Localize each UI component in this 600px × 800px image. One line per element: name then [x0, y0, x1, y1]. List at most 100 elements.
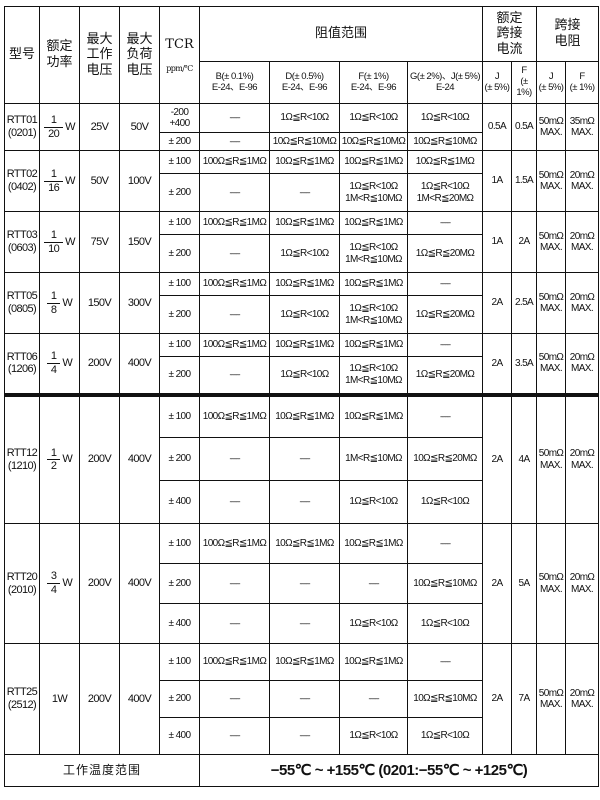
resistance-range-b-cell: 100Ω≦R≦1MΩ — [199, 643, 270, 681]
header-resistance-f: F (± 1%) — [565, 61, 600, 104]
tcr-cell: -200 +400 — [159, 103, 200, 133]
resistance-range-g-cell: 1Ω≦R<10Ω — [406, 103, 484, 133]
power-denominator: 10 — [44, 241, 64, 256]
max-work-voltage-cell: 50V — [79, 150, 120, 212]
power-cell: 1 20 W — [39, 103, 80, 151]
max-load-voltage-cell: 400V — [119, 523, 160, 644]
header-current-j: J (± 5%) — [482, 61, 513, 104]
power-fraction: 1 10 W — [44, 228, 76, 256]
header-rated-jumper-current: 额定 跨接 电流 — [482, 6, 538, 62]
resistance-range-b-cell: 100Ω≦R≦1MΩ — [199, 272, 270, 296]
header-power: 额定 功率 — [39, 6, 80, 104]
resistance-range-d-cell: 10Ω≦R≦1MΩ — [269, 150, 340, 174]
table-row: ± 200 ------ ------ 1Ω≦R<10Ω 1M<R≦10MΩ 1Ω≦R<… — [5, 173, 599, 212]
resistance-range-f-cell: 1Ω≦R<10Ω — [339, 717, 408, 755]
tcr-cell: ± 400 — [159, 480, 200, 524]
rated-current-j-cell: 2A — [482, 523, 513, 644]
rated-current-j-cell: 2A — [482, 392, 513, 524]
model-cell: RTT02 (0402) — [4, 150, 40, 212]
max-work-voltage-cell: 200V — [79, 643, 120, 755]
power-fraction: 1 20 W — [44, 113, 76, 141]
resistance-range-b-cell: 100Ω≦R≦1MΩ — [199, 150, 270, 174]
header-tol-b: B(± 0.1%) E-24、E-96 — [199, 61, 270, 104]
model-cell: RTT06 (1206) — [4, 333, 40, 395]
jumper-resistance-f-cell: 20mΩ MAX. — [565, 211, 600, 273]
model-cell: RTT20 (2010) — [4, 523, 40, 644]
resistance-range-b-cell: 100Ω≦R≦1MΩ — [199, 523, 270, 564]
jumper-resistance-f-cell: 20mΩ MAX. — [565, 643, 600, 755]
header-tcr: TCR ppm/℃ — [159, 6, 200, 104]
rated-current-j-cell: 2A — [482, 272, 513, 334]
resistance-range-d-cell: 10Ω≦R≦1MΩ — [269, 643, 340, 681]
max-load-voltage-cell: 400V — [119, 392, 160, 524]
power-denominator: 8 — [46, 302, 61, 317]
jumper-resistance-j-cell: 50mΩ MAX. — [536, 523, 567, 644]
resistance-range-d-cell: ------ — [269, 563, 340, 604]
model-cell: RTT03 (0603) — [4, 211, 40, 273]
resistance-range-b-cell: 100Ω≦R≦1MΩ — [199, 211, 270, 235]
resistance-range-f-cell: 10Ω≦R≦10MΩ — [339, 132, 408, 151]
resistance-range-d-cell: 10Ω≦R≦1MΩ — [269, 272, 340, 296]
tcr-cell: ± 200 — [159, 680, 200, 718]
power-denominator: 16 — [44, 180, 64, 195]
jumper-resistance-f-cell: 20mΩ MAX. — [565, 523, 600, 644]
power-unit: W — [65, 174, 75, 187]
resistance-range-b-cell: ------ — [199, 234, 270, 273]
resistance-range-f-cell: 10Ω≦R≦1MΩ — [339, 333, 408, 357]
power-denominator: 20 — [44, 126, 64, 141]
table-row: ± 200 ------ ------ 1M<R≦10MΩ 10Ω≦R≦20MΩ — [5, 437, 599, 481]
jumper-resistance-f-cell: 35mΩ MAX. — [565, 103, 600, 151]
resistance-range-b-cell: ------ — [199, 356, 270, 395]
resistance-range-b-cell: ------ — [199, 437, 270, 481]
header-resistance-j: J (± 5%) — [536, 61, 567, 104]
power-numerator: 1 — [50, 289, 57, 302]
power-numerator: 1 — [50, 113, 57, 126]
resistance-range-f-cell: 10Ω≦R≦1MΩ — [339, 392, 408, 438]
power-unit: W — [62, 453, 73, 466]
resistance-range-g-cell: 1Ω≦R<10Ω 1M<R≦20MΩ — [406, 173, 484, 212]
rated-current-j-cell: 2A — [482, 333, 513, 395]
max-work-voltage-cell: 25V — [79, 103, 120, 151]
table-row: RTT05 (0805) 1 8 W 150V 300V ± 100 100Ω≦R≦1MΩ 10… — [4, 272, 600, 334]
power-unit: W — [65, 235, 75, 248]
power-denominator: 2 — [46, 459, 61, 473]
resistance-range-f-cell: 1Ω≦R<10Ω — [339, 103, 408, 133]
tcr-cell: ± 100 — [159, 150, 200, 174]
power-unit: W — [62, 577, 73, 590]
model-cell: RTT25 (2512) — [4, 643, 40, 755]
power-numerator: 1 — [50, 228, 57, 241]
resistance-range-f-cell: 1Ω≦R<10Ω 1M<R≦10MΩ — [339, 173, 408, 212]
resistance-range-g-cell: 10Ω≦R≦10MΩ — [406, 680, 484, 718]
tcr-cell: ± 400 — [159, 603, 200, 644]
header-tcr-unit: ppm/℃ — [166, 63, 193, 73]
rated-current-j-cell: 1A — [482, 150, 513, 212]
resistance-range-d-cell: 10Ω≦R≦1MΩ — [269, 333, 340, 357]
tcr-cell: ± 200 — [159, 295, 200, 334]
header-resistance-range: 阻值范围 — [198, 6, 484, 62]
resistance-range-g-cell: 1Ω≦R≦20MΩ — [406, 295, 484, 334]
rated-current-f-cell: 2.5A — [511, 272, 538, 334]
max-work-voltage-cell: 150V — [79, 272, 120, 334]
table-row: RTT12 (1210) 1 2 W 200V 400V ± 100 100Ω≦R≦1MΩ 10… — [4, 392, 600, 524]
model-cell: RTT05 (0805) — [4, 272, 40, 334]
jumper-resistance-j-cell: 50mΩ MAX. — [536, 643, 567, 755]
resistance-range-f-cell: 10Ω≦R≦1MΩ — [339, 211, 408, 235]
resistance-range-f-cell: ------ — [339, 563, 408, 604]
tcr-cell: ± 200 — [159, 437, 200, 481]
model-cell: RTT12 (1210) — [4, 392, 40, 524]
max-load-voltage-cell: 150V — [119, 211, 160, 273]
power-unit: W — [65, 120, 75, 133]
table-row: RTT02 (0402) 1 16 W 50V 100V ± 100 100Ω≦R≦1MΩ 10… — [4, 150, 600, 212]
tcr-cell: ± 200 — [159, 173, 200, 212]
table-row: ± 400 ------ ------ 1Ω≦R<10Ω 1Ω≦R<10Ω — [5, 480, 599, 524]
rated-current-j-cell: 0.5A — [482, 103, 513, 151]
resistance-range-g-cell: 1Ω≦R<10Ω — [406, 603, 484, 644]
resistance-range-g-cell: ------ — [406, 523, 484, 564]
header-model: 型号 — [4, 6, 40, 104]
table-row: RTT01 (0201) 1 20 W 25V 50V -200 +400 ------ 1Ω≦… — [4, 103, 600, 151]
resistor-spec-table: 型号 额定 功率 最大 工作 电压 最大 负荷 电压 TCR ppm/℃ 阻值范… — [4, 6, 600, 787]
resistance-range-b-cell: ------ — [199, 480, 270, 524]
resistance-range-b-cell: 100Ω≦R≦1MΩ — [199, 392, 270, 438]
